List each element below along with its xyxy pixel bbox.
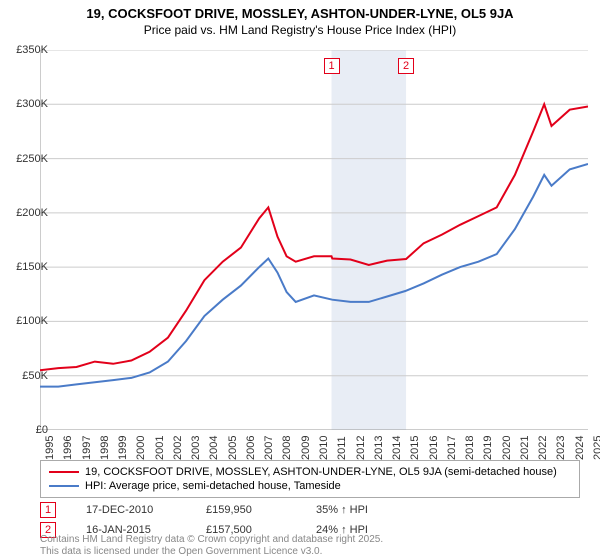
y-tick-label: £150K bbox=[16, 261, 48, 273]
sale-row-1: 1 17-DEC-2010 £159,950 35% ↑ HPI bbox=[40, 500, 368, 520]
footer-line-2: This data is licensed under the Open Gov… bbox=[40, 546, 383, 558]
x-tick-label: 2008 bbox=[281, 436, 293, 460]
x-tick-label: 2024 bbox=[574, 436, 586, 460]
legend-item-1: 19, COCKSFOOT DRIVE, MOSSLEY, ASHTON-UND… bbox=[49, 465, 571, 479]
x-tick-label: 1998 bbox=[99, 436, 111, 460]
y-tick-label: £0 bbox=[36, 424, 48, 436]
x-tick-label: 2003 bbox=[190, 436, 202, 460]
x-tick-label: 2002 bbox=[172, 436, 184, 460]
sale-delta-1: 35% ↑ HPI bbox=[316, 504, 368, 516]
x-tick-label: 1995 bbox=[44, 436, 56, 460]
footer-attribution: Contains HM Land Registry data © Crown c… bbox=[40, 534, 383, 558]
x-tick-label: 2013 bbox=[373, 436, 385, 460]
y-tick-label: £300K bbox=[16, 98, 48, 110]
x-tick-label: 2019 bbox=[482, 436, 494, 460]
x-tick-label: 2001 bbox=[154, 436, 166, 460]
x-tick-label: 2007 bbox=[263, 436, 275, 460]
chart-title-line2: Price paid vs. HM Land Registry's House … bbox=[0, 23, 600, 41]
legend-swatch-2 bbox=[49, 485, 79, 487]
plot-area bbox=[40, 50, 588, 430]
legend-box: 19, COCKSFOOT DRIVE, MOSSLEY, ASHTON-UND… bbox=[40, 460, 580, 498]
legend-item-2: HPI: Average price, semi-detached house,… bbox=[49, 479, 571, 493]
x-tick-label: 2025 bbox=[592, 436, 600, 460]
x-tick-label: 2009 bbox=[300, 436, 312, 460]
sale-marker-1: 1 bbox=[40, 502, 56, 518]
legend-label-2: HPI: Average price, semi-detached house,… bbox=[85, 480, 341, 492]
x-tick-label: 2014 bbox=[391, 436, 403, 460]
chart-canvas bbox=[40, 50, 588, 430]
y-tick-label: £50K bbox=[22, 370, 48, 382]
x-tick-label: 2023 bbox=[555, 436, 567, 460]
x-tick-label: 2000 bbox=[135, 436, 147, 460]
sale-date-1: 17-DEC-2010 bbox=[86, 504, 176, 516]
y-tick-label: £250K bbox=[16, 153, 48, 165]
sale-marker-on-chart: 1 bbox=[324, 58, 340, 74]
sale-marker-on-chart: 2 bbox=[398, 58, 414, 74]
x-tick-label: 2018 bbox=[464, 436, 476, 460]
chart-title-line1: 19, COCKSFOOT DRIVE, MOSSLEY, ASHTON-UND… bbox=[0, 0, 600, 23]
x-tick-label: 2022 bbox=[537, 436, 549, 460]
x-tick-label: 1996 bbox=[62, 436, 74, 460]
x-tick-label: 2021 bbox=[519, 436, 531, 460]
x-tick-label: 1999 bbox=[117, 436, 129, 460]
x-tick-label: 2017 bbox=[446, 436, 458, 460]
x-tick-label: 2006 bbox=[245, 436, 257, 460]
x-tick-label: 2016 bbox=[428, 436, 440, 460]
legend-swatch-1 bbox=[49, 471, 79, 473]
legend-label-1: 19, COCKSFOOT DRIVE, MOSSLEY, ASHTON-UND… bbox=[85, 466, 557, 478]
x-tick-label: 1997 bbox=[81, 436, 93, 460]
y-tick-label: £200K bbox=[16, 207, 48, 219]
y-tick-label: £100K bbox=[16, 315, 48, 327]
x-tick-label: 2011 bbox=[336, 436, 348, 460]
x-tick-label: 2005 bbox=[227, 436, 239, 460]
sale-price-1: £159,950 bbox=[206, 504, 286, 516]
x-tick-label: 2010 bbox=[318, 436, 330, 460]
x-tick-label: 2004 bbox=[208, 436, 220, 460]
footer-line-1: Contains HM Land Registry data © Crown c… bbox=[40, 534, 383, 546]
x-tick-label: 2015 bbox=[409, 436, 421, 460]
y-tick-label: £350K bbox=[16, 44, 48, 56]
x-tick-label: 2012 bbox=[355, 436, 367, 460]
x-tick-label: 2020 bbox=[501, 436, 513, 460]
